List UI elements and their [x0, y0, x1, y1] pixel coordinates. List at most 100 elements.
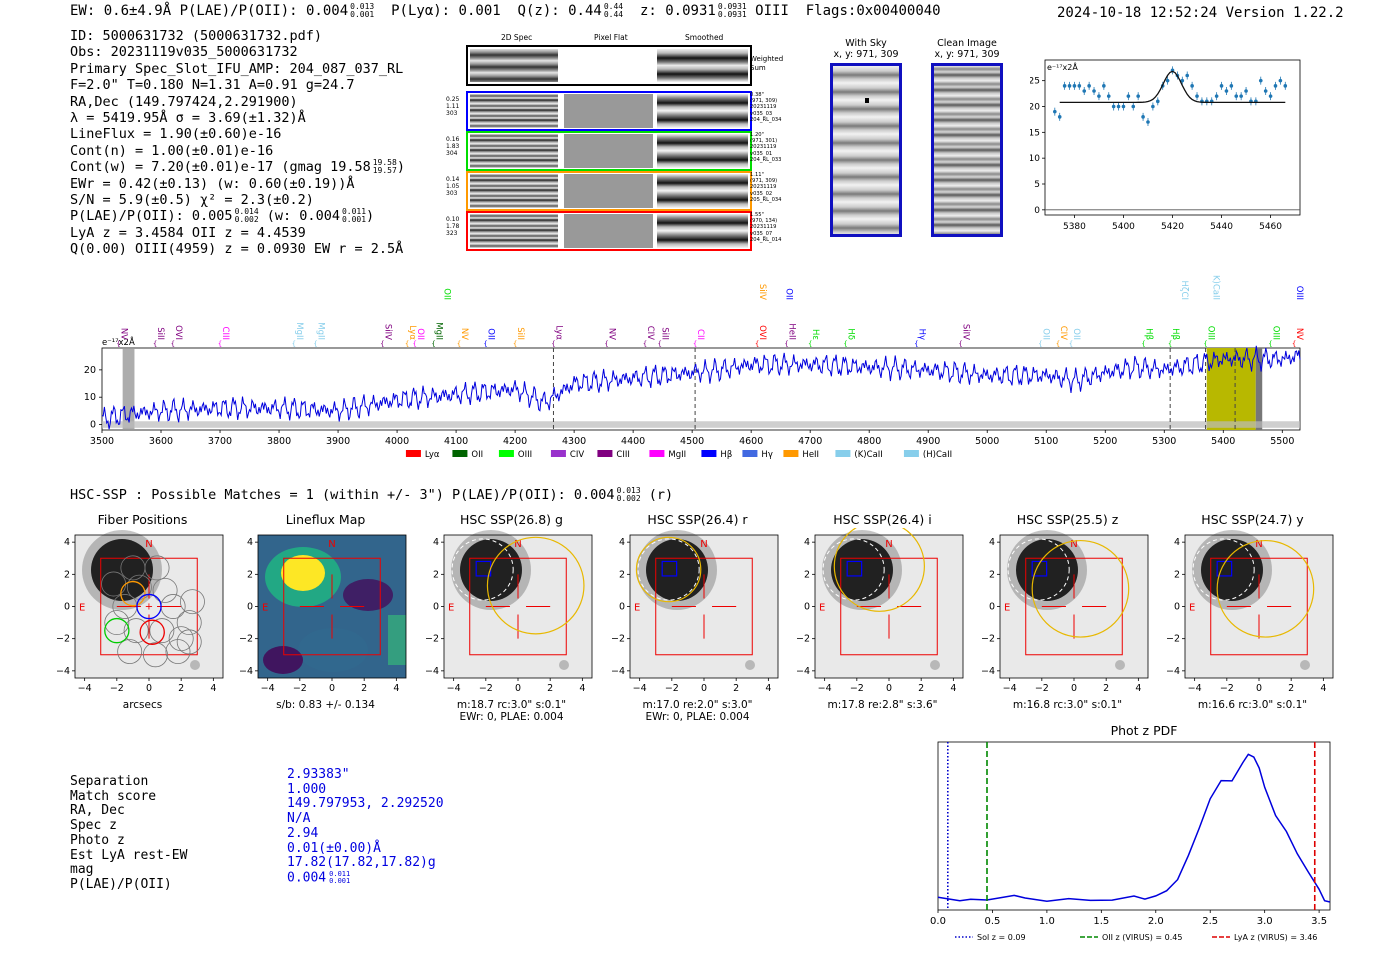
spectrum-xtick-label: 3700	[208, 436, 232, 447]
zoom-point	[1180, 78, 1185, 83]
spectrum-highlight	[1206, 348, 1256, 430]
emission-line-label: OVI	[173, 325, 183, 340]
hsc-panel-caption: arcsecs	[122, 699, 163, 711]
fiber-circle	[149, 618, 175, 644]
spectrum-xtick-label: 4400	[621, 436, 645, 447]
header-qz: Q(z): 0.44	[517, 3, 602, 19]
header-summary: EW: 0.6±4.9Å P(LAE)/P(OII): 0.004 0.013 0.…	[70, 2, 941, 20]
compass-east: E	[262, 603, 268, 614]
legend-label: OII	[471, 450, 483, 460]
zoom-ytick-label: 10	[1030, 154, 1040, 164]
legend-swatch	[783, 450, 799, 457]
fiber-row-right-value: (971, 309)	[750, 178, 778, 185]
hsc-xtick-label: 2	[1288, 683, 1294, 693]
spectrum-xtick-label: 3800	[267, 436, 291, 447]
emission-line-bracket: {	[1292, 340, 1296, 348]
zoom-point	[1146, 120, 1150, 124]
compass-north: N	[1070, 539, 1077, 550]
match-value-text: 17.82(17.82,17.82)g	[287, 855, 436, 871]
hsc-search-box	[283, 557, 381, 656]
hsc-ytick-label: −2	[56, 634, 70, 645]
compass-north: N	[328, 539, 335, 550]
hsc-source-blob	[91, 539, 153, 601]
info-line: RA,Dec (149.797424,2.291900)	[70, 93, 298, 110]
spectrum-xtick-label: 5100	[1034, 436, 1058, 447]
hsc-xtick-label: −4	[1188, 683, 1202, 693]
hsc-faint-source	[190, 660, 200, 670]
emission-line-label: SiIV	[961, 324, 971, 340]
hsc-search-box	[655, 557, 753, 656]
fiber-row-2d	[470, 134, 558, 168]
hsc-ytick-label: −2	[425, 634, 439, 645]
spectrum-xtick-label: 4900	[916, 436, 940, 447]
hsc-panel-caption: m:17.8 re:2.8" s:3.6"	[827, 699, 938, 711]
lineflux-map	[258, 535, 406, 678]
fiber-row-left-value: 1.11	[446, 103, 460, 110]
spectrum-xtick-label: 4800	[857, 436, 881, 447]
emission-line-upper-label: OII	[441, 288, 451, 300]
legend-swatch	[649, 450, 665, 457]
zoom-point	[1116, 104, 1121, 109]
hsc-xtick-label: −4	[633, 683, 647, 693]
hsc-xtick-label: 0	[515, 683, 521, 693]
zoom-xtick-label: 5400	[1112, 222, 1135, 232]
fiber-row-smoothed	[657, 174, 748, 208]
hsc-xtick-label: −2	[850, 683, 864, 693]
emission-line-bracket: {	[1038, 340, 1042, 348]
spectrum-error-band	[102, 421, 1300, 428]
hsc-xtick-label: 0	[146, 683, 152, 693]
hsc-aperture-gold	[486, 536, 585, 635]
fiber-row-right-value: (970, 134)	[750, 218, 778, 225]
fiber-row-right-value: v035_01	[750, 150, 773, 157]
weighted-sum-smoothed	[657, 49, 748, 82]
emission-line-bracket: {	[218, 340, 222, 348]
weighted-sum-2d	[470, 49, 558, 82]
fiber-row-left-value: 1.05	[446, 183, 460, 190]
hsc-search-box	[469, 557, 567, 656]
header-z-sub: 0.0931	[717, 10, 747, 19]
zoom-point	[1219, 84, 1224, 88]
match-label: P(LAE)/P(OII)	[70, 876, 172, 892]
emission-line-bracket: {	[808, 340, 812, 348]
info-ewr: EWr = 0.42(±0.13) (w: 0.60(±0.19))Å	[70, 175, 355, 192]
zoom-ytick-label: 20	[1030, 103, 1040, 113]
hsc-ytick-label: 4	[989, 537, 995, 548]
fiber-circle-red	[139, 619, 165, 645]
fiber-row-right-value: 20231119	[750, 104, 777, 111]
emission-line-bracket: {	[784, 340, 788, 348]
spectrum-xtick-label: 4300	[562, 436, 586, 447]
fiber-row-smoothed	[657, 134, 748, 168]
emission-line-bracket: {	[1203, 340, 1207, 348]
emission-line-bracket: {	[116, 340, 120, 348]
legend-swatch	[498, 450, 514, 457]
info-line: ID: 5000631732 (5000631732.pdf)	[70, 28, 322, 44]
hsc-faint-source	[1115, 660, 1125, 670]
emission-line-label: Hβ	[1144, 328, 1154, 340]
zoom-point	[1195, 94, 1199, 98]
with-sky-source-dot	[865, 98, 869, 103]
compass-north: N	[145, 539, 152, 550]
compass-north: N	[700, 539, 707, 550]
match-values: 2.93383" 1.000 149.797953, 2.292520 N/A 2.94…	[287, 767, 444, 886]
fiber-circle	[104, 610, 130, 636]
emission-line-label: NV	[119, 328, 129, 340]
hsc-panel-caption: m:16.8 rc:3.0" s:0.1"	[1012, 699, 1123, 711]
hsc-source-marker	[1031, 560, 1048, 577]
hsc-aperture-gold	[833, 528, 925, 612]
header-z-sup: 0.0931	[717, 2, 747, 11]
hsc-xtick-label: 0	[1256, 683, 1262, 693]
compass-east: E	[819, 603, 825, 614]
photz-xtick-label: 2.0	[1148, 916, 1164, 927]
hsc-frame	[814, 534, 964, 679]
spectrum-xtick-label: 4600	[739, 436, 763, 447]
spectrum-ylabel: e⁻¹⁷x2Å	[102, 336, 135, 348]
zoom-fit-curve	[1059, 70, 1286, 104]
emission-line-upper-label: OII	[784, 288, 794, 300]
hsc-ytick-label: 0	[247, 602, 253, 613]
hsc-source-marker	[1216, 560, 1233, 577]
zoom-point	[1165, 78, 1170, 83]
fiber-row-right-value: 205_RL_034	[750, 196, 782, 203]
fiber-circle	[152, 577, 178, 603]
hsc-xtick-label: 2	[361, 683, 367, 693]
spectrum-frame	[101, 347, 1301, 431]
